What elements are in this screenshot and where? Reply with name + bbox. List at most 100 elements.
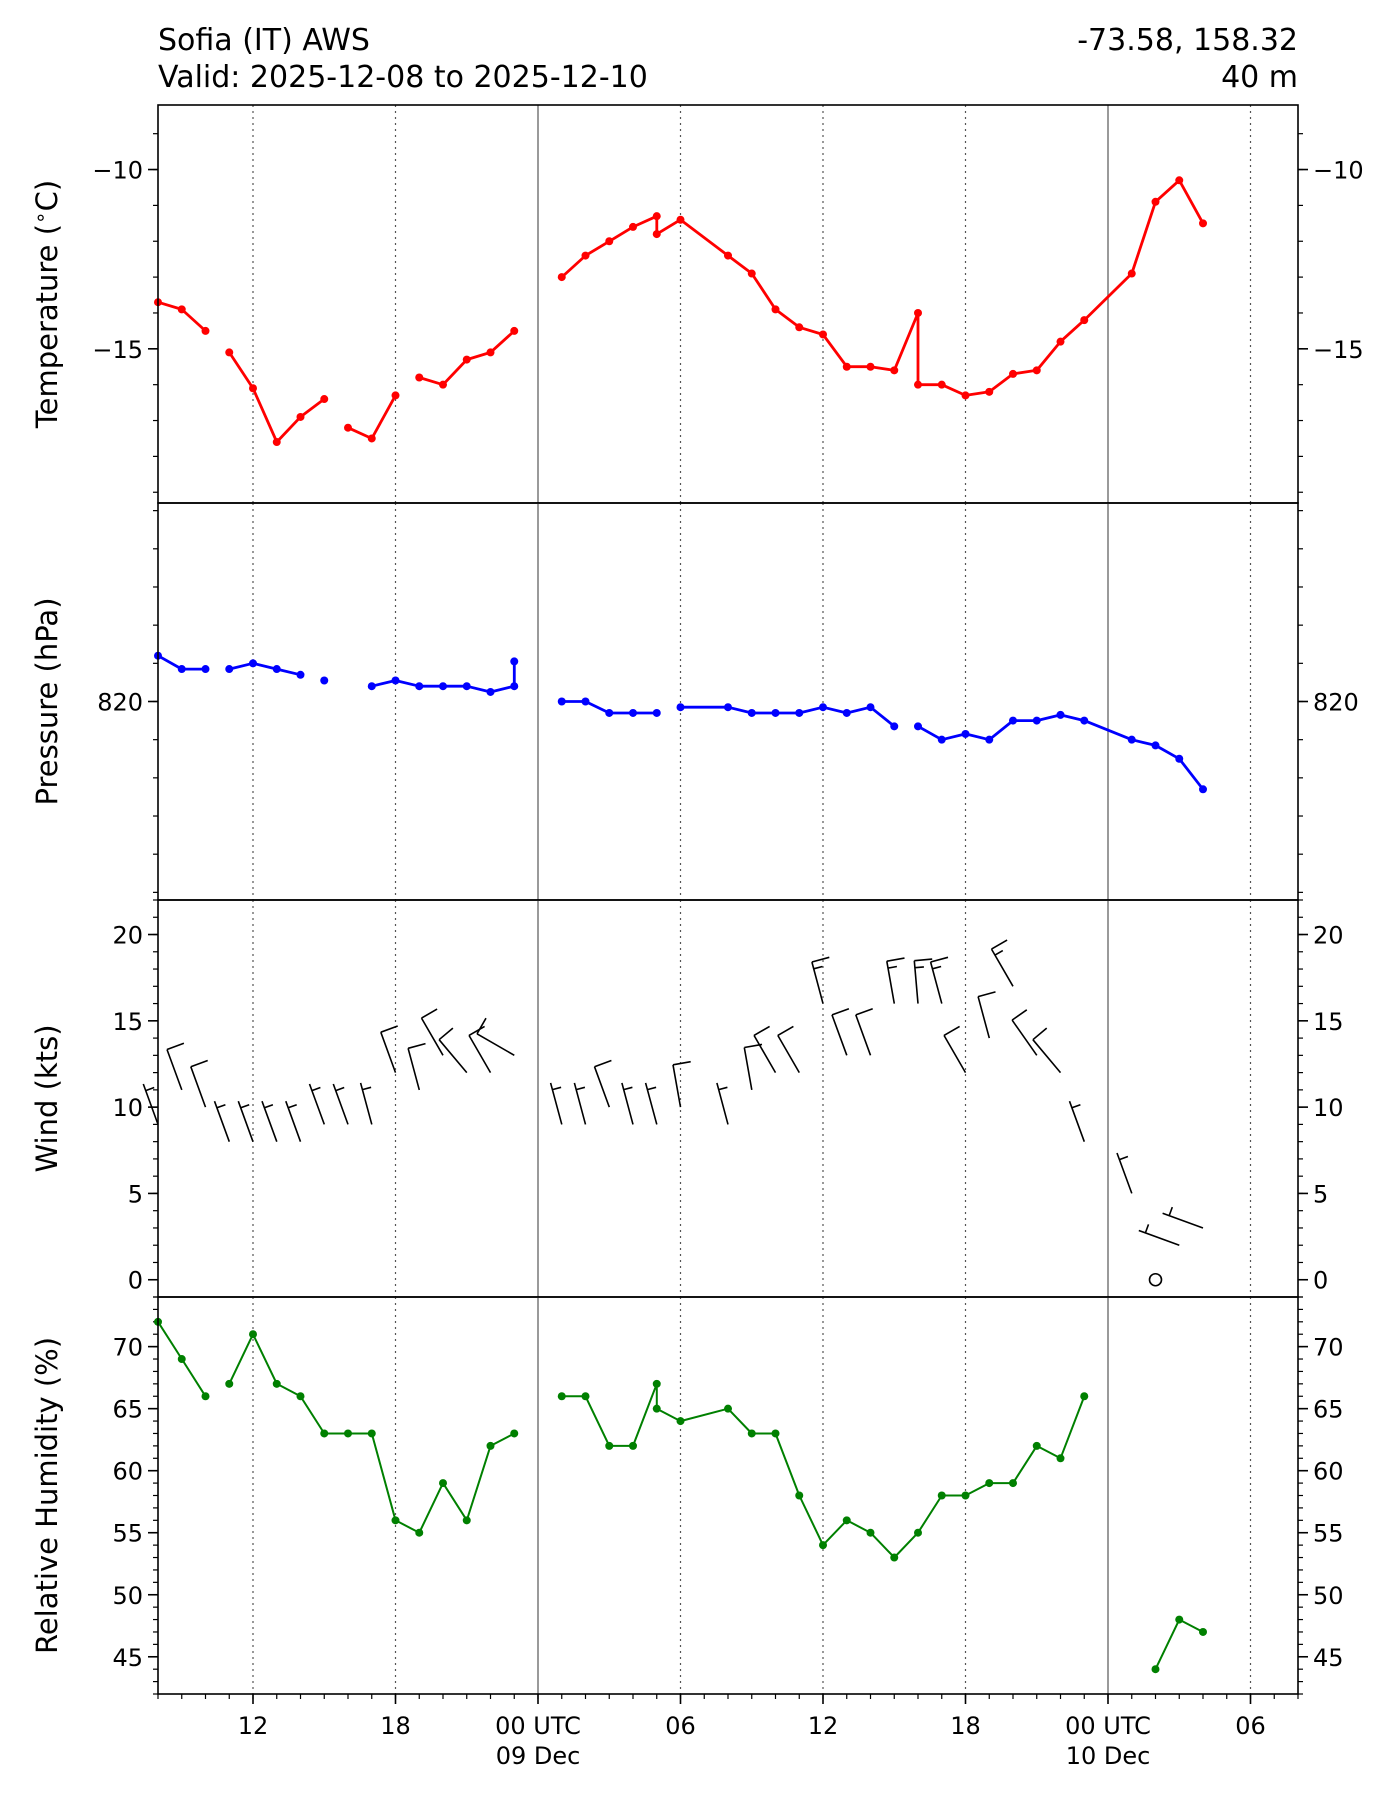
temperature-point bbox=[367, 434, 376, 443]
y-tick-label-right: −10 bbox=[1313, 157, 1364, 185]
pressure-point bbox=[890, 722, 899, 731]
humidity-panel: 45 45 50 50 55 55 60 60 65 65 70 70 Relative Humidit… bbox=[30, 1296, 1344, 1695]
humidity-point bbox=[771, 1429, 780, 1438]
pressure-point bbox=[510, 657, 519, 666]
pressure-point bbox=[201, 665, 210, 674]
humidity-point bbox=[724, 1404, 732, 1413]
humidity-axis-label: Relative Humidity (%) bbox=[30, 1337, 64, 1654]
humidity-point bbox=[1199, 1627, 1207, 1636]
wind-frame bbox=[157, 899, 1299, 1298]
x-tick-label: 06 bbox=[1235, 1712, 1266, 1740]
pressure-point bbox=[676, 703, 685, 712]
temperature-point bbox=[510, 326, 519, 335]
temperature-point bbox=[486, 348, 495, 357]
pressure-point bbox=[320, 676, 329, 685]
pressure-point bbox=[415, 682, 424, 691]
temperature-point bbox=[462, 355, 471, 364]
pressure-point bbox=[629, 708, 637, 717]
humidity-point bbox=[914, 1528, 922, 1537]
axis-label-degree: ∘ bbox=[28, 211, 52, 224]
x-tick-label: 18 bbox=[380, 1712, 411, 1740]
y-tick-label-right: −15 bbox=[1313, 336, 1364, 364]
temperature-point bbox=[272, 438, 281, 447]
wind-barb bbox=[261, 1100, 278, 1142]
temperature-point bbox=[652, 212, 661, 221]
temperature-line bbox=[560, 178, 1205, 397]
y-tick-label-right: 50 bbox=[1313, 1582, 1344, 1610]
humidity-point bbox=[415, 1528, 424, 1537]
temperature-point bbox=[249, 384, 257, 393]
humidity-frame bbox=[157, 1296, 1299, 1695]
x-tick-label: 12 bbox=[238, 1712, 269, 1740]
humidity-point bbox=[676, 1417, 685, 1426]
temperature-point bbox=[914, 380, 922, 389]
wind-barb bbox=[929, 956, 949, 1004]
wind-panel: 0 0 5 5 10 10 15 15 20 20 Wind (kts) bbox=[30, 899, 1344, 1298]
wind-barb bbox=[1068, 1100, 1086, 1142]
humidity-point bbox=[557, 1392, 566, 1401]
pressure-point bbox=[439, 682, 447, 691]
y-tick-label-right: 45 bbox=[1313, 1644, 1344, 1672]
y-tick-label-right: 60 bbox=[1313, 1458, 1344, 1486]
pressure-point bbox=[795, 708, 804, 717]
wind-barb bbox=[237, 1100, 254, 1142]
pressure-point bbox=[1151, 741, 1160, 750]
temperature-point bbox=[937, 380, 946, 389]
y-tick-label-right: 20 bbox=[1313, 922, 1344, 950]
y-tick-label: 20 bbox=[112, 922, 143, 950]
wind-barb bbox=[777, 1025, 800, 1074]
wind-barb bbox=[407, 1042, 426, 1091]
temperature-point bbox=[866, 362, 875, 371]
wind-barb bbox=[990, 939, 1014, 987]
humidity-point bbox=[1175, 1615, 1184, 1624]
y-tick-label-right: 5 bbox=[1313, 1180, 1328, 1208]
humidity-point bbox=[629, 1441, 637, 1450]
temperature-point bbox=[391, 391, 400, 400]
wind-barb bbox=[1138, 1224, 1180, 1246]
y-tick-label: 5 bbox=[128, 1180, 143, 1208]
humidity-point bbox=[1032, 1441, 1041, 1450]
humidity-line bbox=[1154, 1618, 1204, 1670]
x-tick-sublabel: 10 Dec bbox=[1066, 1742, 1151, 1770]
humidity-point bbox=[367, 1429, 376, 1438]
pressure-line bbox=[228, 661, 301, 677]
humidity-point bbox=[272, 1379, 281, 1388]
x-tick-label: 18 bbox=[950, 1712, 981, 1740]
temperature-point bbox=[747, 269, 756, 278]
pressure-point bbox=[1199, 785, 1207, 794]
temperature-point bbox=[819, 330, 827, 339]
x-tick-label: 00 UTC bbox=[495, 1712, 581, 1740]
humidity-point bbox=[985, 1479, 994, 1488]
wind-barb bbox=[468, 1025, 492, 1074]
y-tick-label-right: 15 bbox=[1313, 1008, 1344, 1036]
pressure-point bbox=[367, 682, 376, 691]
temperature-point bbox=[629, 222, 637, 231]
temperature-point bbox=[1080, 316, 1089, 325]
wind-barb bbox=[308, 1083, 326, 1125]
wind-barb bbox=[831, 1007, 850, 1056]
y-tick-label-right: 55 bbox=[1313, 1520, 1344, 1548]
pressure-point bbox=[1056, 710, 1065, 719]
wind-barb bbox=[476, 1017, 515, 1056]
pressure-point bbox=[819, 703, 827, 712]
y-tick-label: −15 bbox=[92, 336, 143, 364]
y-tick-label: 65 bbox=[112, 1396, 143, 1424]
temperature-point bbox=[557, 273, 566, 282]
humidity-point bbox=[344, 1429, 352, 1438]
pressure-line bbox=[680, 705, 896, 728]
humidity-point bbox=[510, 1429, 519, 1438]
pressure-point bbox=[605, 708, 614, 717]
wind-barb bbox=[621, 1082, 634, 1125]
temperature-point bbox=[771, 305, 780, 314]
temperature-point bbox=[724, 251, 732, 260]
temperature-point bbox=[961, 391, 970, 400]
temperature-point bbox=[1151, 197, 1160, 206]
wind-barb bbox=[420, 1008, 444, 1056]
humidity-point bbox=[320, 1429, 329, 1438]
pressure-point bbox=[1175, 754, 1184, 763]
humidity-point bbox=[652, 1404, 661, 1413]
station-elevation: 40 m bbox=[1221, 60, 1298, 95]
temperature-point bbox=[652, 230, 661, 239]
temperature-point bbox=[177, 305, 186, 314]
